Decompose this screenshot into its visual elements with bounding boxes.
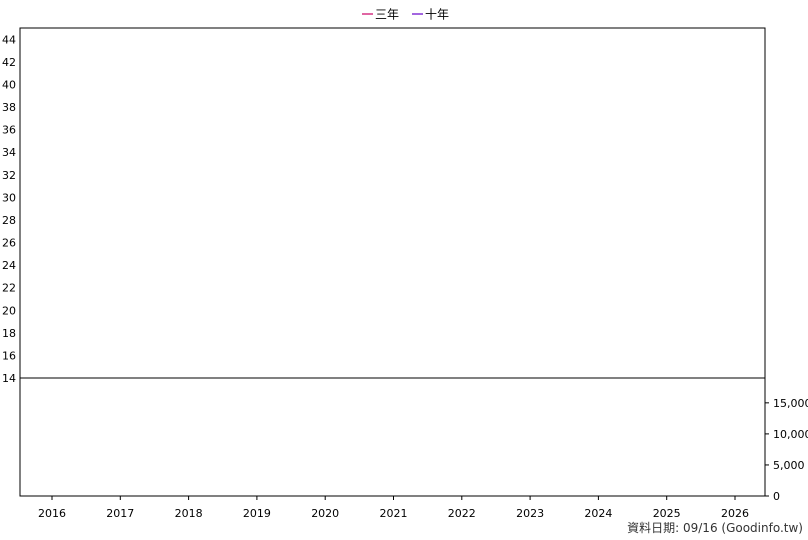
x-tick-label: 2023 xyxy=(516,507,544,520)
plot-frame xyxy=(19,27,766,497)
price-tick-label: 16 xyxy=(2,349,16,362)
volume-tick-label: 5,000 xyxy=(773,459,805,472)
footer-date-source: 資料日期: 09/16 (Goodinfo.tw) xyxy=(627,521,803,535)
tick-labels: 1416182022242628303234363840424405,00010… xyxy=(2,33,808,520)
volume-tick-label: 15,000 xyxy=(773,397,808,410)
price-tick-label: 34 xyxy=(2,146,16,159)
x-tick-label: 2026 xyxy=(721,507,749,520)
x-tick-label: 2019 xyxy=(243,507,271,520)
axes xyxy=(19,27,769,500)
x-tick-label: 2020 xyxy=(311,507,339,520)
x-tick-label: 2018 xyxy=(175,507,203,520)
price-tick-label: 38 xyxy=(2,101,16,114)
price-tick-label: 14 xyxy=(2,372,16,385)
price-tick-label: 40 xyxy=(2,78,16,91)
price-tick-label: 22 xyxy=(2,282,16,295)
price-tick-label: 44 xyxy=(2,33,16,46)
x-tick-label: 2016 xyxy=(38,507,66,520)
volume-tick-label: 10,000 xyxy=(773,428,808,441)
price-tick-label: 24 xyxy=(2,259,16,272)
price-tick-label: 18 xyxy=(2,327,16,340)
price-tick-label: 20 xyxy=(2,304,16,317)
price-tick-label: 42 xyxy=(2,56,16,69)
price-tick-label: 32 xyxy=(2,169,16,182)
price-tick-label: 26 xyxy=(2,237,16,250)
price-tick-label: 28 xyxy=(2,214,16,227)
price-tick-label: 36 xyxy=(2,124,16,137)
price-tick-label: 30 xyxy=(2,191,16,204)
x-tick-label: 2017 xyxy=(106,507,134,520)
legend-label-ten-year: 十年 xyxy=(425,8,449,22)
volume-tick-label: 0 xyxy=(773,490,780,503)
legend-label-three-year: 三年 xyxy=(375,8,399,22)
legend: 三年 十年 xyxy=(362,8,449,22)
x-tick-label: 2021 xyxy=(380,507,408,520)
x-tick-label: 2024 xyxy=(584,507,612,520)
x-tick-label: 2022 xyxy=(448,507,476,520)
x-tick-label: 2025 xyxy=(653,507,681,520)
